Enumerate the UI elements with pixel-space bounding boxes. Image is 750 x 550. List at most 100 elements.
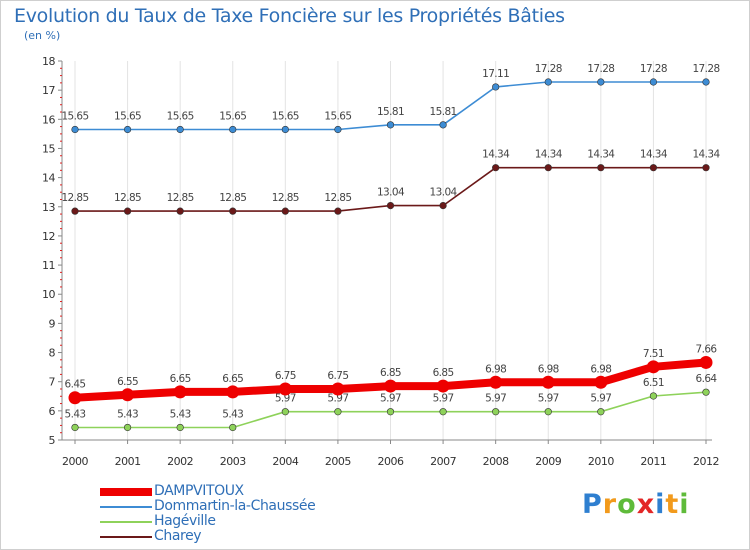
logo-letter: o (617, 489, 637, 520)
data-point-dommartin-la-chausse-e-2006 (386, 121, 395, 129)
data-label-dampvitoux-2004: 6.75 (275, 370, 296, 382)
data-point-hage-ville-2012 (702, 388, 710, 396)
y-tick-label-13: 13 (42, 201, 55, 214)
data-point-hage-ville-2007 (439, 408, 447, 416)
data-point-charey-2009 (544, 164, 552, 172)
data-label-dommartin-la-chausse-e-2010: 17.28 (587, 63, 614, 75)
data-label-hage-ville-2000: 5.43 (65, 408, 86, 420)
x-tick-label-2007: 2007 (430, 455, 456, 468)
data-label-charey-2002: 12.85 (167, 192, 194, 204)
data-label-dampvitoux-2001: 6.55 (117, 376, 138, 388)
data-point-hage-ville-2001 (123, 423, 132, 432)
data-point-dommartin-la-chausse-e-2000 (71, 125, 79, 134)
data-point-dampvitoux-2012 (699, 355, 713, 369)
data-label-dommartin-la-chausse-e-2009: 17.28 (535, 63, 562, 75)
logo-letter: t (665, 489, 680, 520)
y-tick-label-10: 10 (42, 288, 55, 301)
data-point-dampvitoux-2007 (436, 379, 450, 393)
x-tick-label-2001: 2001 (115, 455, 141, 468)
data-point-hage-ville-2008 (492, 408, 500, 416)
x-tick-label-2003: 2003 (220, 455, 246, 468)
data-label-dommartin-la-chausse-e-2001: 15.65 (114, 111, 141, 123)
logo-letter: x (636, 489, 656, 520)
data-label-hage-ville-2002: 5.43 (170, 408, 191, 420)
data-label-hage-ville-2007: 5.97 (433, 393, 454, 405)
data-label-dommartin-la-chausse-e-2012: 17.28 (692, 63, 719, 75)
data-point-charey-2011 (649, 164, 658, 172)
y-tick-label-15: 15 (42, 142, 55, 155)
data-point-dampvitoux-2006 (384, 379, 397, 393)
data-label-charey-2005: 12.85 (324, 192, 351, 204)
data-point-dampvitoux-2008 (489, 375, 503, 389)
data-point-hage-ville-2006 (386, 408, 395, 416)
data-point-dampvitoux-2002 (173, 385, 187, 399)
data-point-charey-2010 (597, 164, 605, 172)
x-tick-label-2002: 2002 (167, 455, 193, 468)
data-point-hage-ville-2003 (229, 423, 237, 432)
data-label-dampvitoux-2009: 6.98 (538, 363, 559, 375)
data-label-dommartin-la-chausse-e-2003: 15.65 (219, 111, 246, 123)
data-point-dommartin-la-chausse-e-2001 (123, 125, 132, 134)
x-tick-label-2009: 2009 (535, 455, 561, 468)
data-label-dommartin-la-chausse-e-2004: 15.65 (272, 111, 299, 123)
data-point-hage-ville-2002 (176, 423, 184, 432)
x-tick-label-2010: 2010 (588, 455, 614, 468)
data-label-hage-ville-2005: 5.97 (327, 393, 348, 405)
data-point-hage-ville-2010 (597, 408, 605, 416)
data-point-charey-2001 (123, 207, 132, 215)
data-label-dampvitoux-2008: 6.98 (485, 363, 506, 375)
y-tick-label-14: 14 (42, 172, 55, 185)
x-tick-label-2011: 2011 (640, 455, 666, 468)
y-tick-label-8: 8 (49, 347, 56, 360)
y-tick-label-5: 5 (49, 434, 56, 447)
data-label-charey-2007: 13.04 (430, 187, 458, 199)
proxiti-logo: Proxiti (582, 489, 690, 520)
data-point-dommartin-la-chausse-e-2011 (649, 78, 658, 86)
data-point-dampvitoux-2003 (226, 385, 240, 399)
y-tick-label-6: 6 (49, 405, 56, 418)
data-label-hage-ville-2011: 6.51 (643, 377, 664, 389)
data-point-charey-2008 (492, 164, 500, 172)
data-label-hage-ville-2008: 5.97 (485, 393, 506, 405)
legend-label-hageville: Hagéville (154, 513, 216, 529)
data-point-dommartin-la-chausse-e-2004 (281, 125, 289, 134)
y-tick-label-17: 17 (42, 84, 55, 97)
data-point-charey-2006 (386, 202, 395, 210)
data-point-dampvitoux-2010 (594, 375, 608, 389)
data-label-charey-2000: 12.85 (61, 192, 88, 204)
data-label-charey-2006: 13.04 (377, 187, 405, 199)
legend-swatch-dommartin (100, 506, 152, 508)
logo-letter: i (679, 489, 690, 520)
data-point-charey-2002 (176, 207, 184, 215)
data-label-dommartin-la-chausse-e-2006: 15.81 (377, 106, 404, 118)
data-point-hage-ville-2000 (71, 423, 79, 432)
data-label-dampvitoux-2011: 7.51 (643, 348, 664, 360)
data-label-dampvitoux-2012: 7.66 (696, 343, 718, 355)
legend-swatch-charey (100, 536, 152, 538)
data-point-dampvitoux-2005 (331, 382, 345, 396)
data-point-dampvitoux-2004 (278, 382, 292, 396)
data-point-dommartin-la-chausse-e-2003 (229, 125, 237, 134)
data-label-charey-2012: 14.34 (692, 149, 720, 161)
data-point-charey-2005 (334, 207, 342, 215)
data-label-hage-ville-2012: 6.64 (696, 373, 718, 385)
data-point-charey-2004 (281, 207, 289, 215)
data-label-dampvitoux-2010: 6.98 (590, 363, 611, 375)
legend-swatch-hageville (100, 521, 152, 523)
y-tick-label-12: 12 (42, 230, 55, 243)
data-point-charey-2000 (71, 207, 79, 215)
data-point-dampvitoux-2011 (646, 360, 660, 374)
data-label-dommartin-la-chausse-e-2008: 17.11 (482, 68, 509, 80)
data-point-hage-ville-2009 (544, 408, 552, 416)
legend-label-dommartin: Dommartin-la-Chaussée (154, 498, 316, 514)
x-tick-label-2004: 2004 (272, 455, 298, 468)
data-label-dommartin-la-chausse-e-2011: 17.28 (640, 63, 667, 75)
data-label-charey-2003: 12.85 (219, 192, 246, 204)
data-point-dommartin-la-chausse-e-2010 (597, 78, 605, 86)
y-tick-label-11: 11 (42, 259, 55, 272)
data-label-charey-2008: 14.34 (482, 149, 510, 161)
data-point-dampvitoux-2001 (121, 388, 135, 402)
data-label-dampvitoux-2003: 6.65 (222, 373, 243, 385)
